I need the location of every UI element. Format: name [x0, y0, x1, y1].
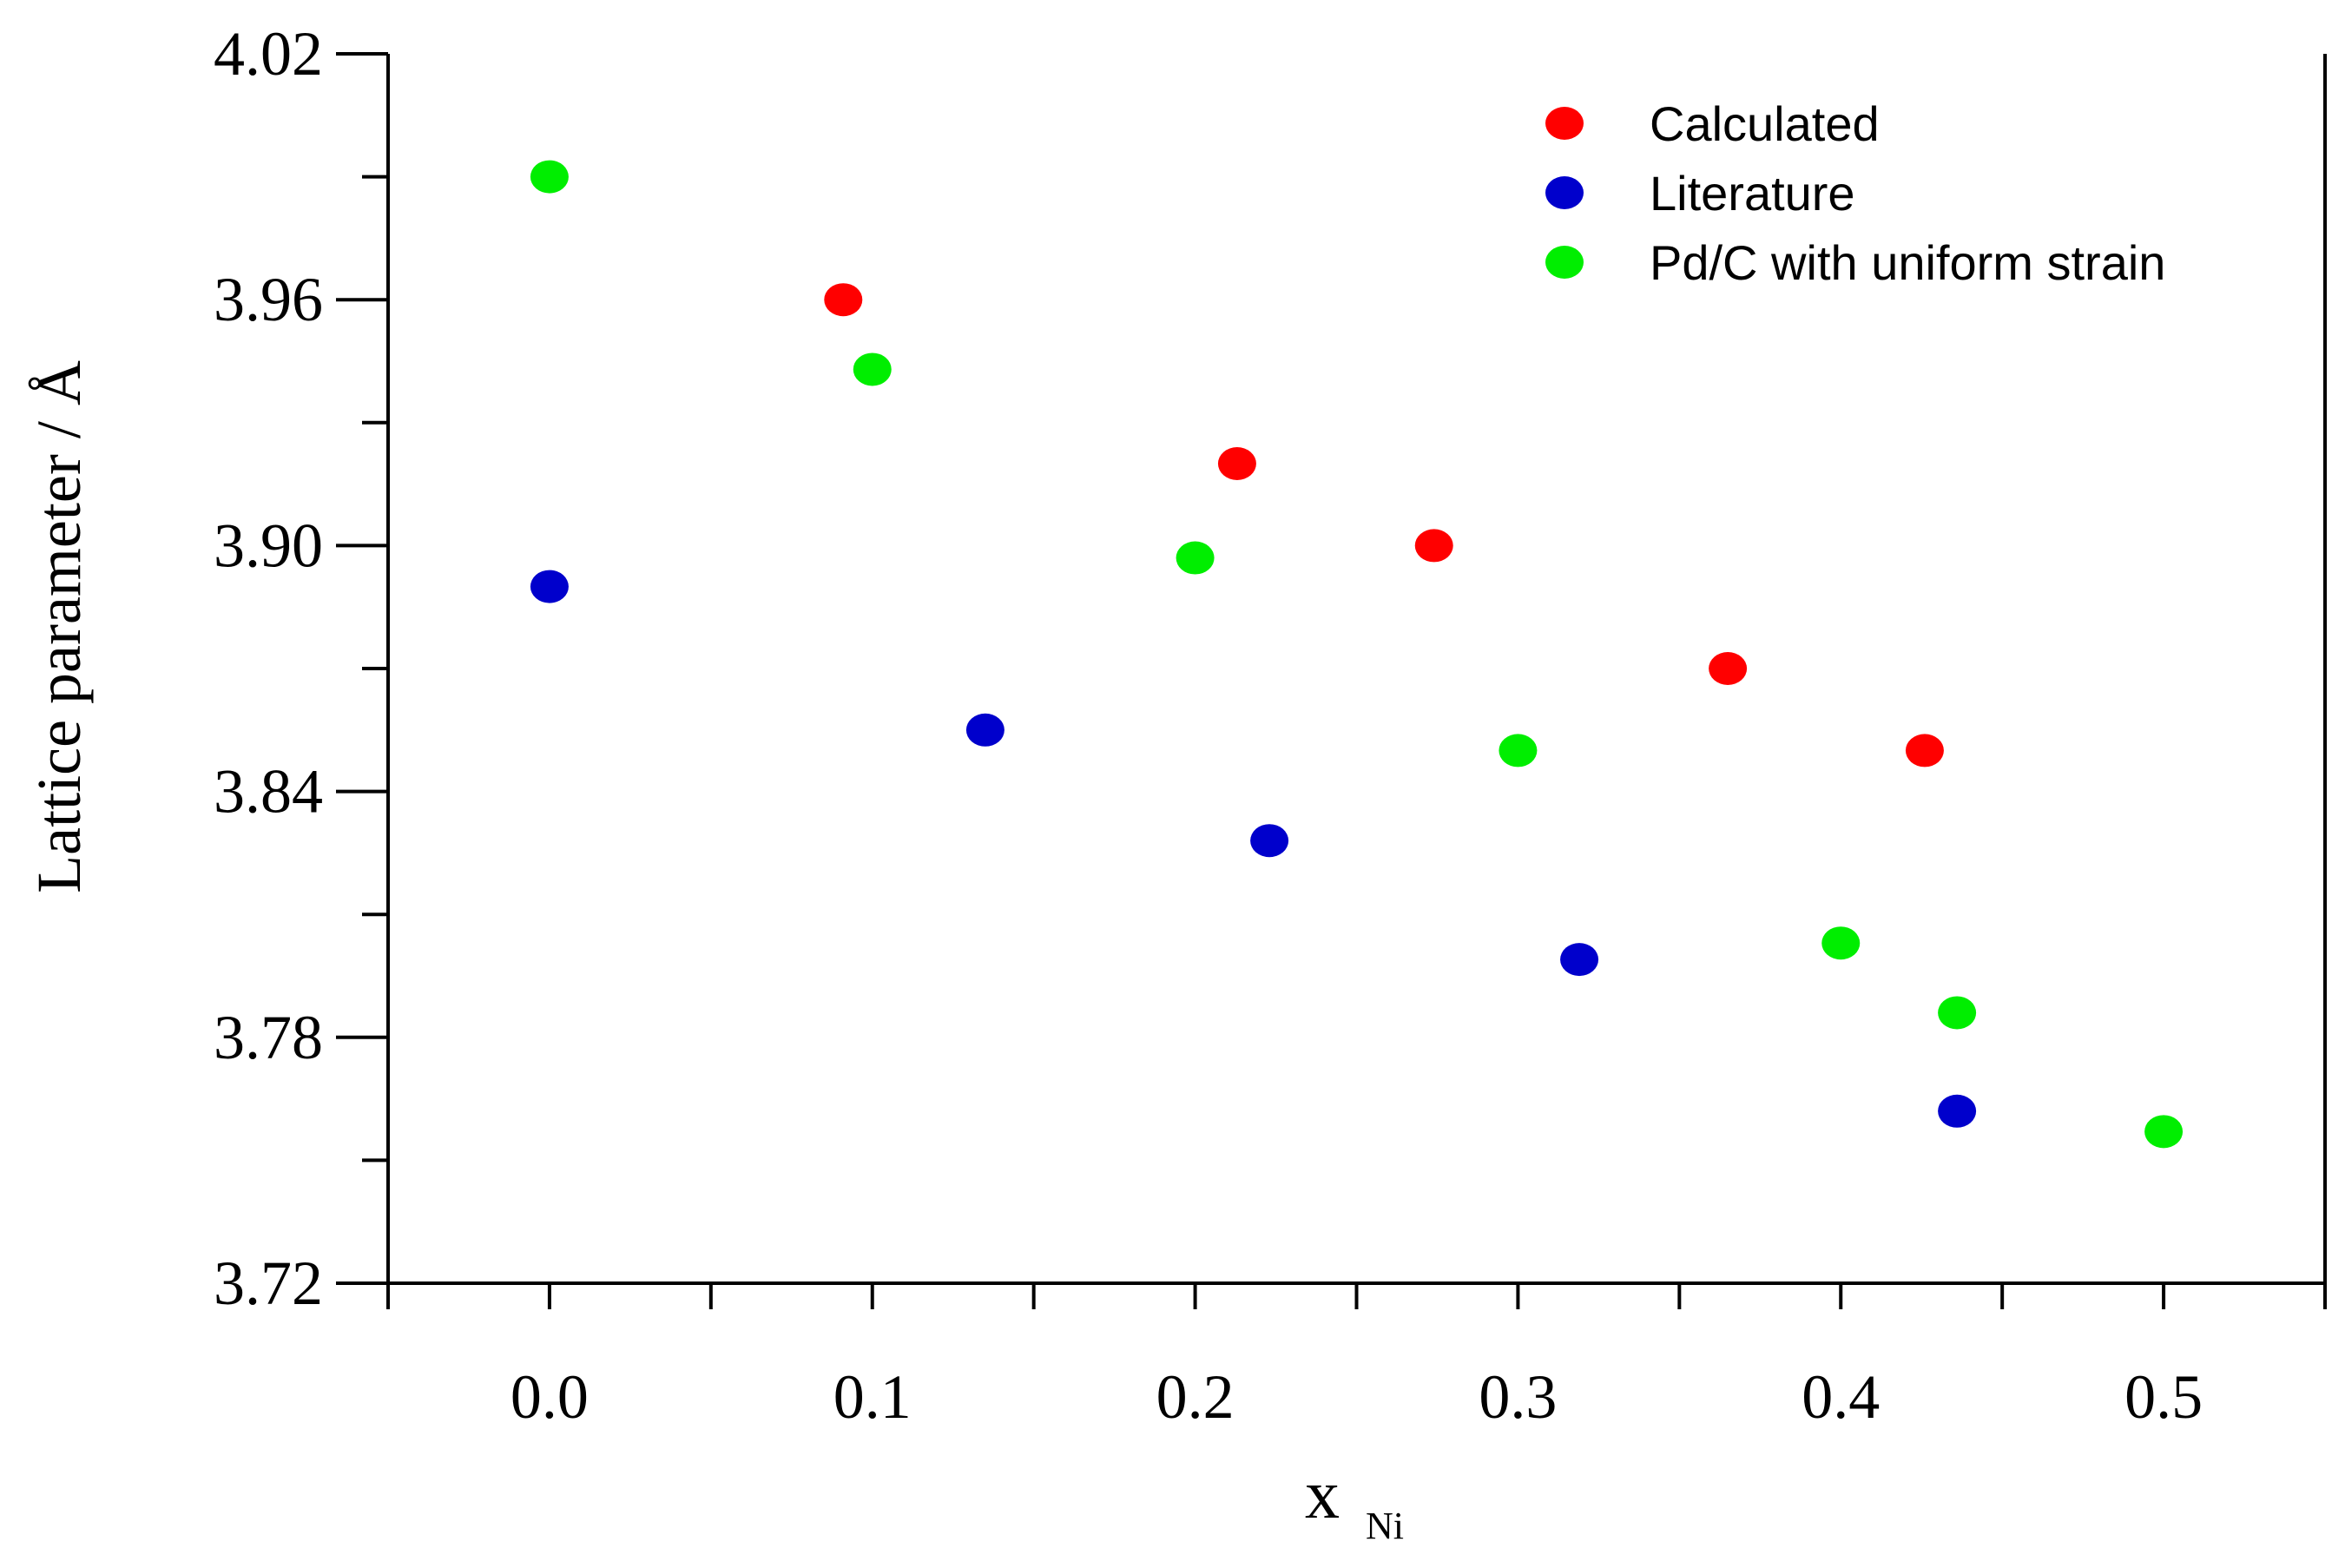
legend-item: Literature — [1545, 166, 1855, 221]
legend-marker — [1545, 246, 1584, 279]
series-literature — [530, 570, 1977, 1128]
data-point — [1176, 541, 1215, 575]
data-point — [1938, 1094, 1977, 1128]
y-axis-label: Lattice parameter / Å — [24, 360, 94, 893]
legend-item: Pd/C with uniform strain — [1545, 235, 2165, 290]
legend-label: Literature — [1650, 166, 1855, 221]
x-tick-label: 0.1 — [833, 1362, 912, 1432]
data-point — [530, 570, 569, 603]
axes: 3.72 3.78 3.84 3.90 3.96 4.02 0.0 0.1 0.2 0.3 0.4 0… — [214, 19, 2327, 1432]
data-point — [1414, 529, 1453, 563]
data-point — [824, 283, 863, 317]
data-point — [1709, 652, 1748, 685]
legend: Calculated Literature Pd/C with uniform st… — [1545, 96, 2165, 290]
legend-label: Pd/C with uniform strain — [1650, 235, 2165, 290]
data-point — [1821, 926, 1861, 960]
legend-marker — [1545, 176, 1584, 209]
data-point — [1560, 943, 1599, 977]
y-tick-label: 3.90 — [214, 511, 323, 580]
axis-labels: Lattice parameter / Å x Ni — [24, 360, 1404, 1547]
y-tick-label: 3.78 — [214, 1003, 323, 1072]
y-tick-label: 3.96 — [214, 265, 323, 334]
x-axis-label: x — [1305, 1457, 1340, 1533]
x-axis-label-subscript: Ni — [1366, 1505, 1404, 1547]
x-tick-label: 0.0 — [510, 1362, 589, 1432]
data-point — [1905, 734, 1944, 768]
data-point — [1938, 996, 1977, 1030]
series-calculated — [824, 283, 1944, 768]
data-point — [2144, 1115, 2184, 1149]
y-tick-label: 4.02 — [214, 19, 323, 89]
x-tick-label: 0.3 — [1479, 1362, 1557, 1432]
data-point — [530, 160, 569, 194]
series-pd-c-with-uniform-strain — [530, 160, 2184, 1149]
data-point — [1217, 447, 1256, 480]
y-tick-label: 3.84 — [214, 757, 323, 827]
data-point — [965, 713, 1005, 747]
x-tick-label: 0.2 — [1156, 1362, 1235, 1432]
y-tick-label: 3.72 — [214, 1248, 323, 1318]
legend-marker — [1545, 107, 1584, 140]
x-tick-label: 0.4 — [1802, 1362, 1880, 1432]
data-point — [853, 352, 892, 386]
x-tick-label: 0.5 — [2124, 1362, 2203, 1432]
legend-item: Calculated — [1545, 96, 1880, 151]
data-point — [1250, 824, 1289, 858]
legend-label: Calculated — [1650, 96, 1880, 151]
data-point — [1499, 734, 1538, 768]
data-points — [530, 160, 2184, 1149]
